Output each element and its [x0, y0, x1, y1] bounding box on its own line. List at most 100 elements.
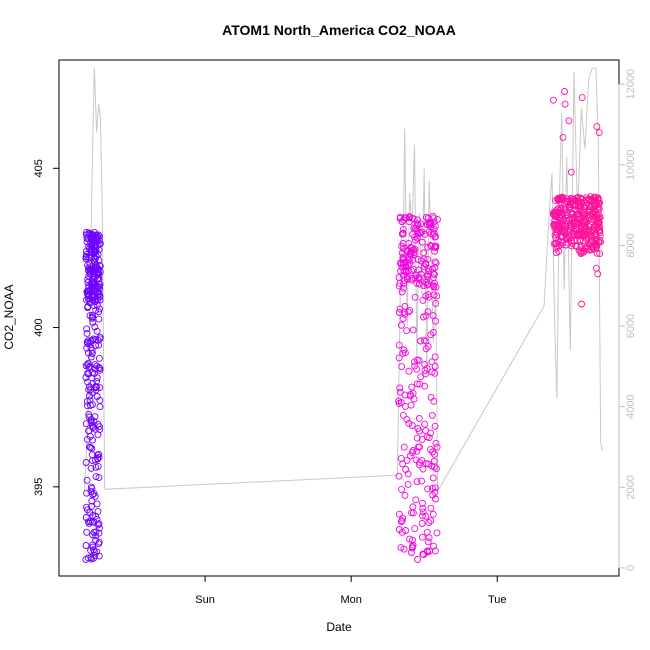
co2-point [89, 291, 96, 299]
co2-point [424, 308, 432, 316]
co2-point [425, 267, 433, 275]
co2-point [417, 229, 425, 237]
co2-point [96, 384, 104, 392]
co2-point [431, 247, 439, 255]
co2-point [94, 451, 101, 459]
co2-point [406, 307, 414, 315]
co2-point [92, 342, 100, 349]
co2-point [395, 510, 403, 518]
co2-point [93, 327, 101, 335]
co2-point [412, 496, 420, 504]
co2-point [83, 288, 91, 296]
x-axis-label: Date [326, 620, 352, 634]
co2-point [82, 459, 90, 466]
co2-point [594, 270, 602, 278]
co2-point [423, 281, 431, 289]
co2-point [431, 484, 439, 492]
co2-point [83, 402, 91, 410]
co2-point [422, 459, 430, 467]
co2-point [88, 349, 96, 357]
co2-point [84, 340, 92, 347]
co2-point [401, 491, 409, 499]
co2-point [88, 279, 96, 287]
co2-point [409, 541, 417, 549]
co2-point [88, 518, 96, 526]
co2-point [413, 220, 421, 228]
co2-point [413, 478, 421, 486]
co2-point [409, 326, 417, 334]
co2-point [401, 391, 409, 399]
co2-point [96, 280, 104, 288]
co2-point [578, 249, 585, 257]
co2-point [87, 483, 95, 491]
co2-point [432, 299, 440, 307]
co2-point [427, 242, 435, 250]
co2-point [83, 325, 91, 333]
co2-point [414, 443, 422, 451]
co2-point [428, 368, 436, 376]
co2-point [565, 201, 573, 209]
co2-point [567, 199, 575, 207]
co2-point [401, 214, 409, 222]
chart-title: ATOM1 North_America CO2_NOAA [222, 22, 456, 38]
co2-point [84, 518, 92, 526]
co2-point [87, 417, 95, 425]
co2-point [415, 461, 423, 469]
co2-point [588, 197, 596, 205]
co2-point [596, 250, 604, 258]
co2-point [87, 353, 95, 361]
co2-point [423, 528, 431, 536]
co2-point [395, 282, 403, 290]
co2-point [582, 215, 589, 223]
co2-point [589, 218, 596, 226]
co2-point [583, 243, 591, 250]
co2-point [82, 252, 90, 260]
co2-point [588, 237, 596, 245]
co2-point [555, 247, 563, 255]
co2-point [85, 253, 93, 261]
y-axis-label: CO2_NOAA [2, 284, 16, 349]
co2-point [399, 315, 407, 323]
co2-point [397, 454, 405, 462]
co2-point [88, 555, 96, 563]
co2-point [403, 327, 411, 335]
co2-point [428, 411, 436, 419]
co2-point [573, 243, 581, 251]
co2-point [399, 411, 407, 419]
co2-point [568, 209, 576, 217]
co2-point [94, 274, 102, 282]
co2-point [400, 346, 408, 354]
co2-point [92, 306, 100, 314]
co2-point [431, 450, 438, 458]
co2-point [419, 504, 427, 512]
co2-point [593, 211, 600, 219]
co2-point [592, 264, 600, 272]
co2-point [428, 358, 436, 366]
co2-point [403, 456, 411, 464]
co2-point [84, 234, 92, 242]
co2-point [581, 244, 589, 252]
co2-point [86, 231, 94, 239]
co2-point [579, 203, 587, 211]
co2-point [414, 256, 422, 263]
co2-point [84, 303, 92, 310]
co2-point [573, 194, 581, 202]
co2-point [571, 230, 578, 238]
co2-point [86, 509, 94, 516]
co2-point [402, 527, 410, 534]
co2-point [400, 443, 408, 451]
co2-point [409, 503, 417, 511]
co2-point [561, 205, 569, 213]
co2-point [92, 473, 100, 481]
co2-point [422, 292, 430, 300]
co2-point [418, 435, 426, 443]
co2-point [95, 341, 103, 349]
co2-point [95, 354, 103, 362]
co2-points-layer [82, 88, 605, 563]
co2-point [578, 199, 586, 207]
co2-point [413, 279, 421, 287]
co2-point [84, 378, 91, 386]
co2-point [561, 88, 568, 95]
co2-point [424, 280, 432, 288]
